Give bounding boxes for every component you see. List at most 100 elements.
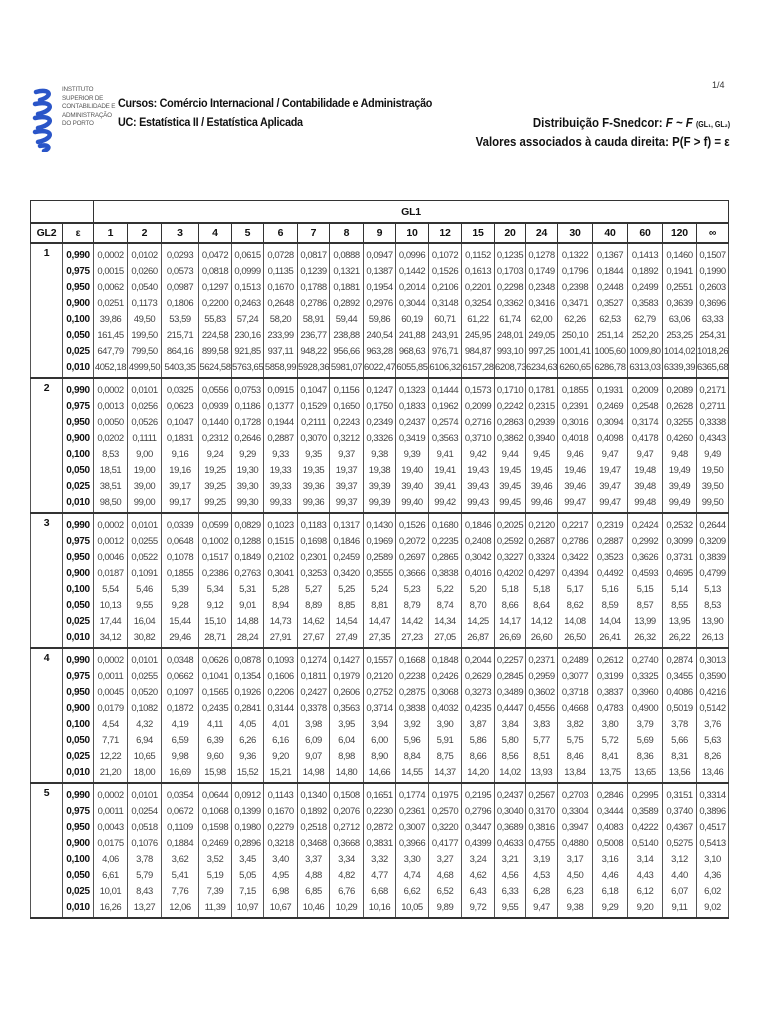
f-value-cell: 0,1926 <box>231 684 264 700</box>
f-value-cell: 0,1892 <box>627 263 663 279</box>
f-value-cell: 0,3044 <box>395 295 429 311</box>
f-value-cell: 0,0043 <box>93 819 128 835</box>
f-value-cell: 0,5019 <box>662 700 697 716</box>
f-value-cell: 6313,03 <box>627 359 663 379</box>
f-value-cell: 3,92 <box>395 716 429 732</box>
f-value-cell: 0,0615 <box>231 243 264 263</box>
f-value-cell: 0,4086 <box>662 684 697 700</box>
f-value-cell: 9,44 <box>494 446 526 462</box>
f-value-cell: 241,88 <box>395 327 429 343</box>
f-value-cell: 39,30 <box>231 478 264 494</box>
f-value-cell: 53,59 <box>161 311 199 327</box>
f-value-cell: 0,1565 <box>198 684 232 700</box>
f-value-cell: 6022,47 <box>363 359 396 379</box>
f-value-cell: 5624,58 <box>198 359 232 379</box>
f-value-cell: 5,05 <box>231 867 264 883</box>
table-row: 0,025 38,51 39,00 39,17 39,25 39,30 39,33 39,36… <box>31 478 730 494</box>
f-value-cell: 8,62 <box>557 597 593 613</box>
f-value-cell: 3,14 <box>627 851 663 867</box>
table-row: 0,975 0,0012 0,0255 0,0648 0,1002 0,1288 0,151… <box>31 533 730 549</box>
f-value-cell: 0,2716 <box>461 414 495 430</box>
f-value-cell: 0,1944 <box>263 414 298 430</box>
f-value-cell: 6,62 <box>395 883 429 899</box>
f-value-cell: 0,3040 <box>494 803 526 819</box>
f-value-cell: 0,0939 <box>198 398 232 414</box>
f-value-cell: 0,2408 <box>461 533 495 549</box>
f-value-cell: 0,3013 <box>695 648 730 668</box>
f-value-cell: 0,2628 <box>662 398 697 414</box>
f-value-cell: 3,37 <box>297 851 330 867</box>
f-value-cell: 0,3523 <box>592 549 628 565</box>
f-value-cell: 0,1235 <box>494 243 526 263</box>
f-value-cell: 0,2896 <box>231 835 264 851</box>
gl2-value: 5 <box>30 783 63 919</box>
f-value-cell: 3,52 <box>198 851 232 867</box>
f-value-cell: 0,0556 <box>198 378 232 398</box>
f-value-cell: 0,2865 <box>428 549 462 565</box>
f-value-cell: 4,46 <box>592 867 628 883</box>
f-value-cell: 61,22 <box>461 311 495 327</box>
f-value-cell: 0,0293 <box>161 243 199 263</box>
f-value-cell: 0,1698 <box>297 533 330 549</box>
f-value-cell: 921,85 <box>231 343 264 359</box>
f-value-cell: 8,81 <box>363 597 396 613</box>
f-value-cell: 0,1082 <box>127 700 162 716</box>
f-value-cell: 5,96 <box>395 732 429 748</box>
f-value-cell: 0,2874 <box>662 648 697 668</box>
f-value-cell: 0,1872 <box>161 700 199 716</box>
f-value-cell: 14,08 <box>557 613 593 629</box>
epsilon-value: 0,025 <box>62 478 94 494</box>
f-value-cell: 0,1749 <box>525 263 558 279</box>
f-value-cell: 0,3007 <box>395 819 429 835</box>
f-value-cell: 3,76 <box>695 716 730 732</box>
f-value-cell: 0,3689 <box>494 819 526 835</box>
epsilon-value: 0,010 <box>62 494 94 514</box>
f-value-cell: 0,2014 <box>395 279 429 295</box>
f-value-cell: 0,2612 <box>592 648 628 668</box>
column-header-gl1: 24 <box>525 222 558 244</box>
f-value-cell: 6,28 <box>525 883 558 899</box>
f-value-cell: 245,95 <box>461 327 495 343</box>
f-value-cell: 0,1367 <box>592 243 628 263</box>
f-value-cell: 39,86 <box>93 311 128 327</box>
f-value-cell: 99,36 <box>297 494 330 514</box>
f-value-cell: 0,2106 <box>428 279 462 295</box>
f-value-cell: 0,1156 <box>329 378 364 398</box>
f-value-cell: 0,3362 <box>494 295 526 311</box>
f-value-cell: 9,00 <box>127 446 162 462</box>
f-value-cell: 0,4755 <box>525 835 558 851</box>
f-value-cell: 976,71 <box>428 343 462 359</box>
epsilon-value: 0,950 <box>62 279 94 295</box>
f-value-cell: 6,94 <box>127 732 162 748</box>
f-value-cell: 0,1377 <box>263 398 298 414</box>
f-value-cell: 7,76 <box>161 883 199 899</box>
f-value-cell: 9,42 <box>461 446 495 462</box>
f-value-cell: 0,3947 <box>557 819 593 835</box>
table-row: 0,100 4,06 3,78 3,62 3,52 3,45 3,40 3,37 3,34 3,3… <box>31 851 730 867</box>
f-value-cell: 0,3731 <box>662 549 697 565</box>
f-value-cell: 0,4343 <box>695 430 730 446</box>
f-value-cell: 4,40 <box>662 867 697 883</box>
f-value-cell: 0,1023 <box>263 513 298 533</box>
gl1-label: GL1 <box>92 200 730 224</box>
f-value-cell: 6,39 <box>198 732 232 748</box>
f-value-cell: 6365,68 <box>695 359 730 379</box>
f-value-cell: 0,2551 <box>662 279 697 295</box>
f-value-cell: 0,4695 <box>662 565 697 581</box>
f-value-cell: 39,46 <box>557 478 593 494</box>
column-header-gl1: ∞ <box>695 222 730 244</box>
f-value-cell: 58,20 <box>263 311 298 327</box>
f-value-cell: 0,2102 <box>263 549 298 565</box>
f-value-cell: 899,58 <box>198 343 232 359</box>
column-header-gl1: 10 <box>395 222 429 244</box>
f-value-cell: 0,3718 <box>557 684 593 700</box>
f-value-cell: 0,3666 <box>395 565 429 581</box>
f-value-cell: 14,47 <box>363 613 396 629</box>
f-value-cell: 0,2242 <box>494 398 526 414</box>
f-value-cell: 0,3940 <box>525 430 558 446</box>
f-value-cell: 963,28 <box>363 343 396 359</box>
f-value-cell: 26,50 <box>557 629 593 649</box>
f-value-cell: 4,06 <box>93 851 128 867</box>
f-value-cell: 10,46 <box>297 899 330 919</box>
f-value-cell: 9,47 <box>627 446 663 462</box>
